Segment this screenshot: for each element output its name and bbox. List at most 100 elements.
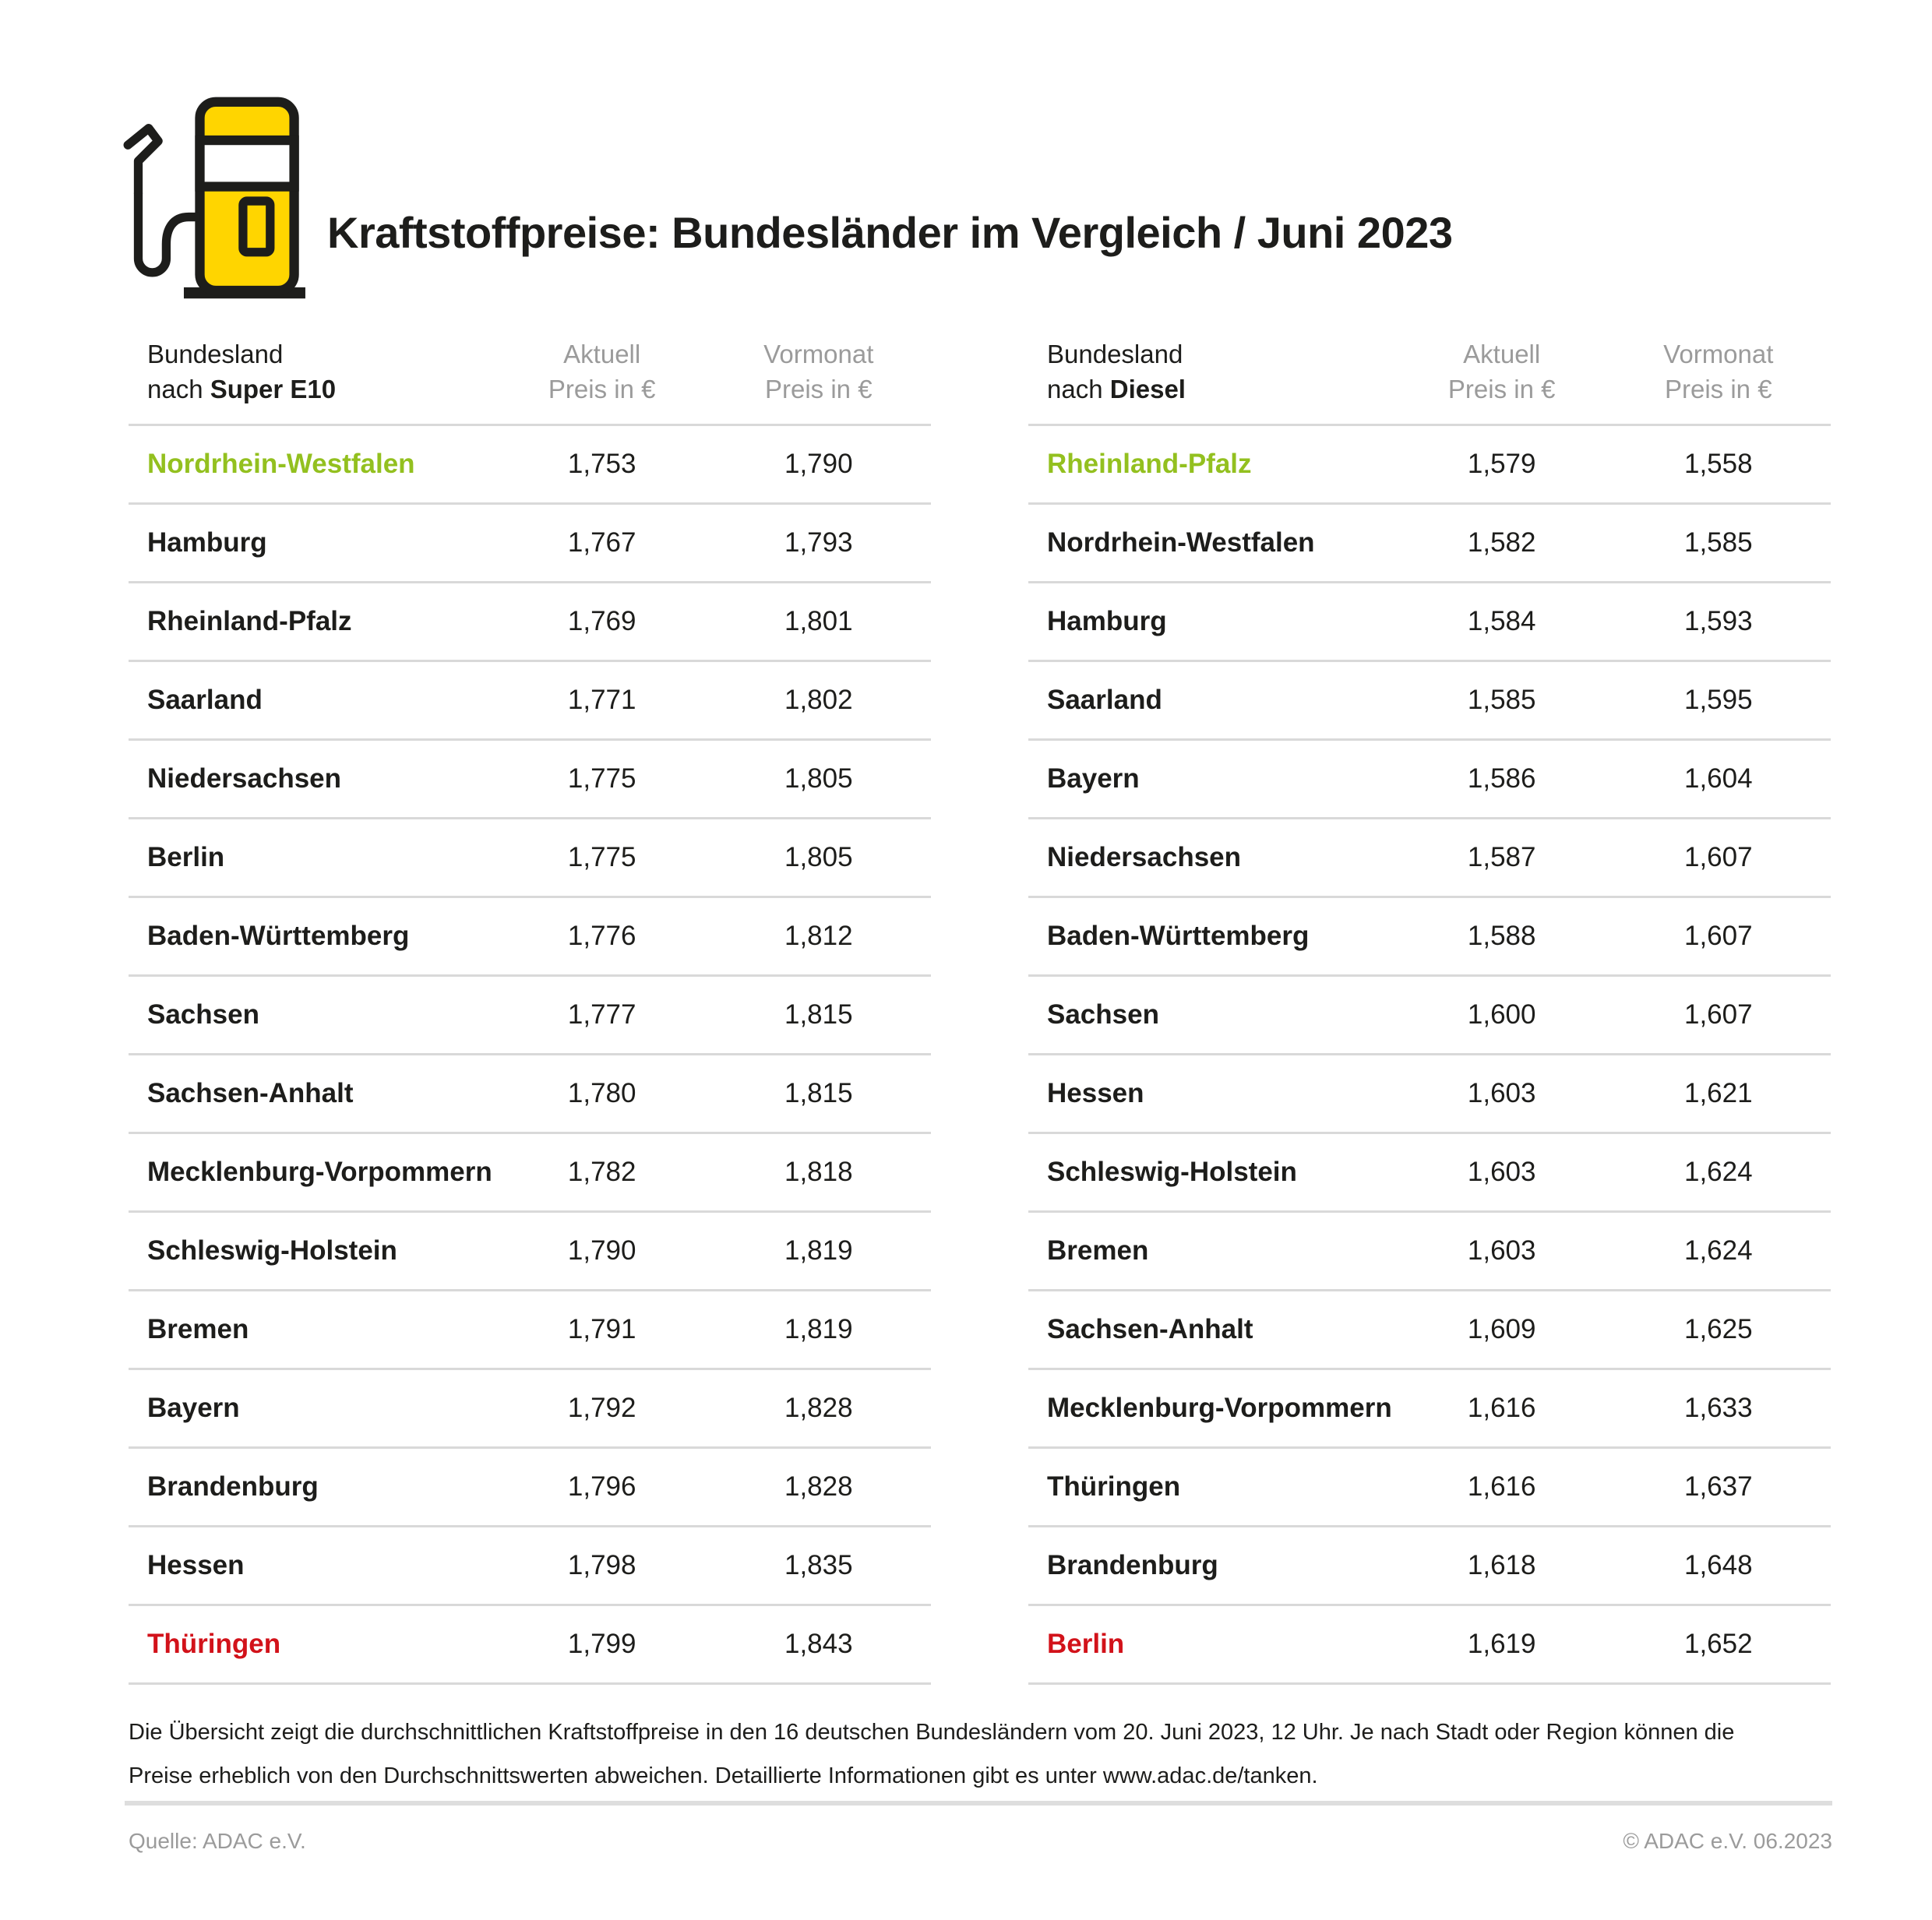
previous-month-price: 1,652 (1683, 1629, 1753, 1659)
state-name: Bayern (147, 1393, 240, 1423)
current-price: 1,796 (567, 1471, 636, 1502)
table-row: Thüringen 1,799 1,843 (129, 1606, 931, 1685)
state-name: Thüringen (1047, 1471, 1181, 1502)
state-name: Niedersachsen (1047, 842, 1242, 872)
fuel-pump-icon (123, 97, 305, 299)
previous-month-price: 1,648 (1683, 1550, 1753, 1580)
header-line2-prefix: nach (1047, 375, 1110, 403)
current-price: 1,603 (1467, 1157, 1536, 1187)
state-name: Rheinland-Pfalz (1047, 449, 1252, 479)
current-price: 1,609 (1467, 1314, 1536, 1344)
table-row: Baden-Württemberg 1,776 1,812 (129, 898, 931, 977)
state-name: Hamburg (147, 527, 267, 558)
footer-divider (125, 1801, 1832, 1806)
previous-month-price: 1,812 (784, 921, 853, 951)
table-header-diesel: Bundesland nach Diesel Aktuell Preis in … (1028, 336, 1831, 426)
state-name: Berlin (1047, 1629, 1125, 1659)
table-row: Thüringen 1,616 1,637 (1028, 1449, 1831, 1527)
state-name: Sachsen-Anhalt (147, 1078, 354, 1108)
state-name: Nordrhein-Westfalen (147, 449, 415, 479)
previous-month-price: 1,819 (784, 1314, 853, 1344)
table-row: Saarland 1,585 1,595 (1028, 662, 1831, 741)
table-row: Baden-Württemberg 1,588 1,607 (1028, 898, 1831, 977)
table-diesel: Bundesland nach Diesel Aktuell Preis in … (1028, 336, 1831, 1685)
state-name: Brandenburg (1047, 1550, 1218, 1580)
footnote-line1: Die Übersicht zeigt die durchschnittlich… (129, 1720, 1735, 1745)
previous-month-price: 1,625 (1683, 1314, 1753, 1344)
table-row: Berlin 1,775 1,805 (129, 819, 931, 898)
previous-month-price: 1,819 (784, 1235, 853, 1266)
header-line1: Bundesland (147, 340, 284, 368)
table-row: Hamburg 1,584 1,593 (1028, 583, 1831, 662)
table-row: Brandenburg 1,618 1,648 (1028, 1527, 1831, 1606)
previous-month-price: 1,805 (784, 763, 853, 794)
current-price: 1,587 (1467, 842, 1536, 872)
table-row: Sachsen 1,600 1,607 (1028, 977, 1831, 1055)
current-price: 1,780 (567, 1078, 636, 1108)
header-line1: Bundesland (1047, 340, 1183, 368)
state-name: Brandenburg (147, 1471, 319, 1502)
footnote: Die Übersicht zeigt die durchschnittlich… (129, 1710, 1835, 1798)
table-super-e10: Bundesland nach Super E10 Aktuell Preis … (129, 336, 931, 1685)
table-body-super-e10: Nordrhein-Westfalen 1,753 1,790 Hamburg 1,76… (129, 426, 931, 1685)
table-header-super-e10: Bundesland nach Super E10 Aktuell Preis … (129, 336, 931, 426)
current-price: 1,767 (567, 527, 636, 558)
table-row: Saarland 1,771 1,802 (129, 662, 931, 741)
column-header-vormonat: Vormonat Preis in € (1663, 340, 1774, 403)
table-row: Rheinland-Pfalz 1,769 1,801 (129, 583, 931, 662)
current-price: 1,600 (1467, 999, 1536, 1030)
current-price: 1,769 (567, 606, 636, 636)
table-row: Hessen 1,603 1,621 (1028, 1055, 1831, 1134)
source-note: Quelle: ADAC e.V. (129, 1829, 306, 1853)
previous-month-price: 1,604 (1683, 763, 1753, 794)
table-row: Rheinland-Pfalz 1,579 1,558 (1028, 426, 1831, 505)
state-name: Saarland (1047, 685, 1162, 715)
previous-month-price: 1,607 (1683, 842, 1753, 872)
state-name: Bremen (147, 1314, 249, 1344)
current-price: 1,603 (1467, 1078, 1536, 1108)
column-header-vormonat: Vormonat Preis in € (763, 340, 874, 403)
state-name: Nordrhein-Westfalen (1047, 527, 1315, 558)
current-price: 1,799 (567, 1629, 636, 1659)
current-price: 1,790 (567, 1235, 636, 1266)
header-fuel-type: Diesel (1109, 375, 1186, 403)
state-name: Baden-Württemberg (1047, 921, 1310, 951)
table-row: Niedersachsen 1,587 1,607 (1028, 819, 1831, 898)
previous-month-price: 1,790 (784, 449, 853, 479)
state-name: Sachsen (1047, 999, 1159, 1030)
column-header-aktuell: Aktuell Preis in € (548, 340, 656, 403)
previous-month-price: 1,607 (1683, 999, 1753, 1030)
table-row: Mecklenburg-Vorpommern 1,616 1,633 (1028, 1370, 1831, 1449)
state-name: Berlin (147, 842, 225, 872)
state-name: Mecklenburg-Vorpommern (147, 1157, 492, 1187)
previous-month-price: 1,637 (1683, 1471, 1753, 1502)
current-price: 1,603 (1467, 1235, 1536, 1266)
current-price: 1,588 (1467, 921, 1536, 951)
tables-container: Bundesland nach Super E10 Aktuell Preis … (129, 336, 1831, 1685)
table-row: Schleswig-Holstein 1,790 1,819 (129, 1213, 931, 1291)
copyright-note: © ADAC e.V. 06.2023 (1623, 1829, 1832, 1853)
table-row: Brandenburg 1,796 1,828 (129, 1449, 931, 1527)
table-row: Sachsen-Anhalt 1,609 1,625 (1028, 1291, 1831, 1370)
previous-month-price: 1,815 (784, 1078, 853, 1108)
table-row: Berlin 1,619 1,652 (1028, 1606, 1831, 1685)
state-name: Schleswig-Holstein (1047, 1157, 1297, 1187)
previous-month-price: 1,595 (1683, 685, 1753, 715)
previous-month-price: 1,818 (784, 1157, 853, 1187)
state-name: Sachsen (147, 999, 259, 1030)
state-name: Hamburg (1047, 606, 1167, 636)
previous-month-price: 1,828 (784, 1471, 853, 1502)
current-price: 1,782 (567, 1157, 636, 1187)
previous-month-price: 1,621 (1683, 1078, 1753, 1108)
table-row: Niedersachsen 1,775 1,805 (129, 741, 931, 819)
state-name: Saarland (147, 685, 263, 715)
table-row: Schleswig-Holstein 1,603 1,624 (1028, 1134, 1831, 1213)
current-price: 1,582 (1467, 527, 1536, 558)
table-row: Nordrhein-Westfalen 1,753 1,790 (129, 426, 931, 505)
current-price: 1,791 (567, 1314, 636, 1344)
header-line2-prefix: nach (147, 375, 210, 403)
current-price: 1,579 (1467, 449, 1536, 479)
table-row: Hamburg 1,767 1,793 (129, 505, 931, 583)
state-name: Bremen (1047, 1235, 1149, 1266)
current-price: 1,771 (567, 685, 636, 715)
